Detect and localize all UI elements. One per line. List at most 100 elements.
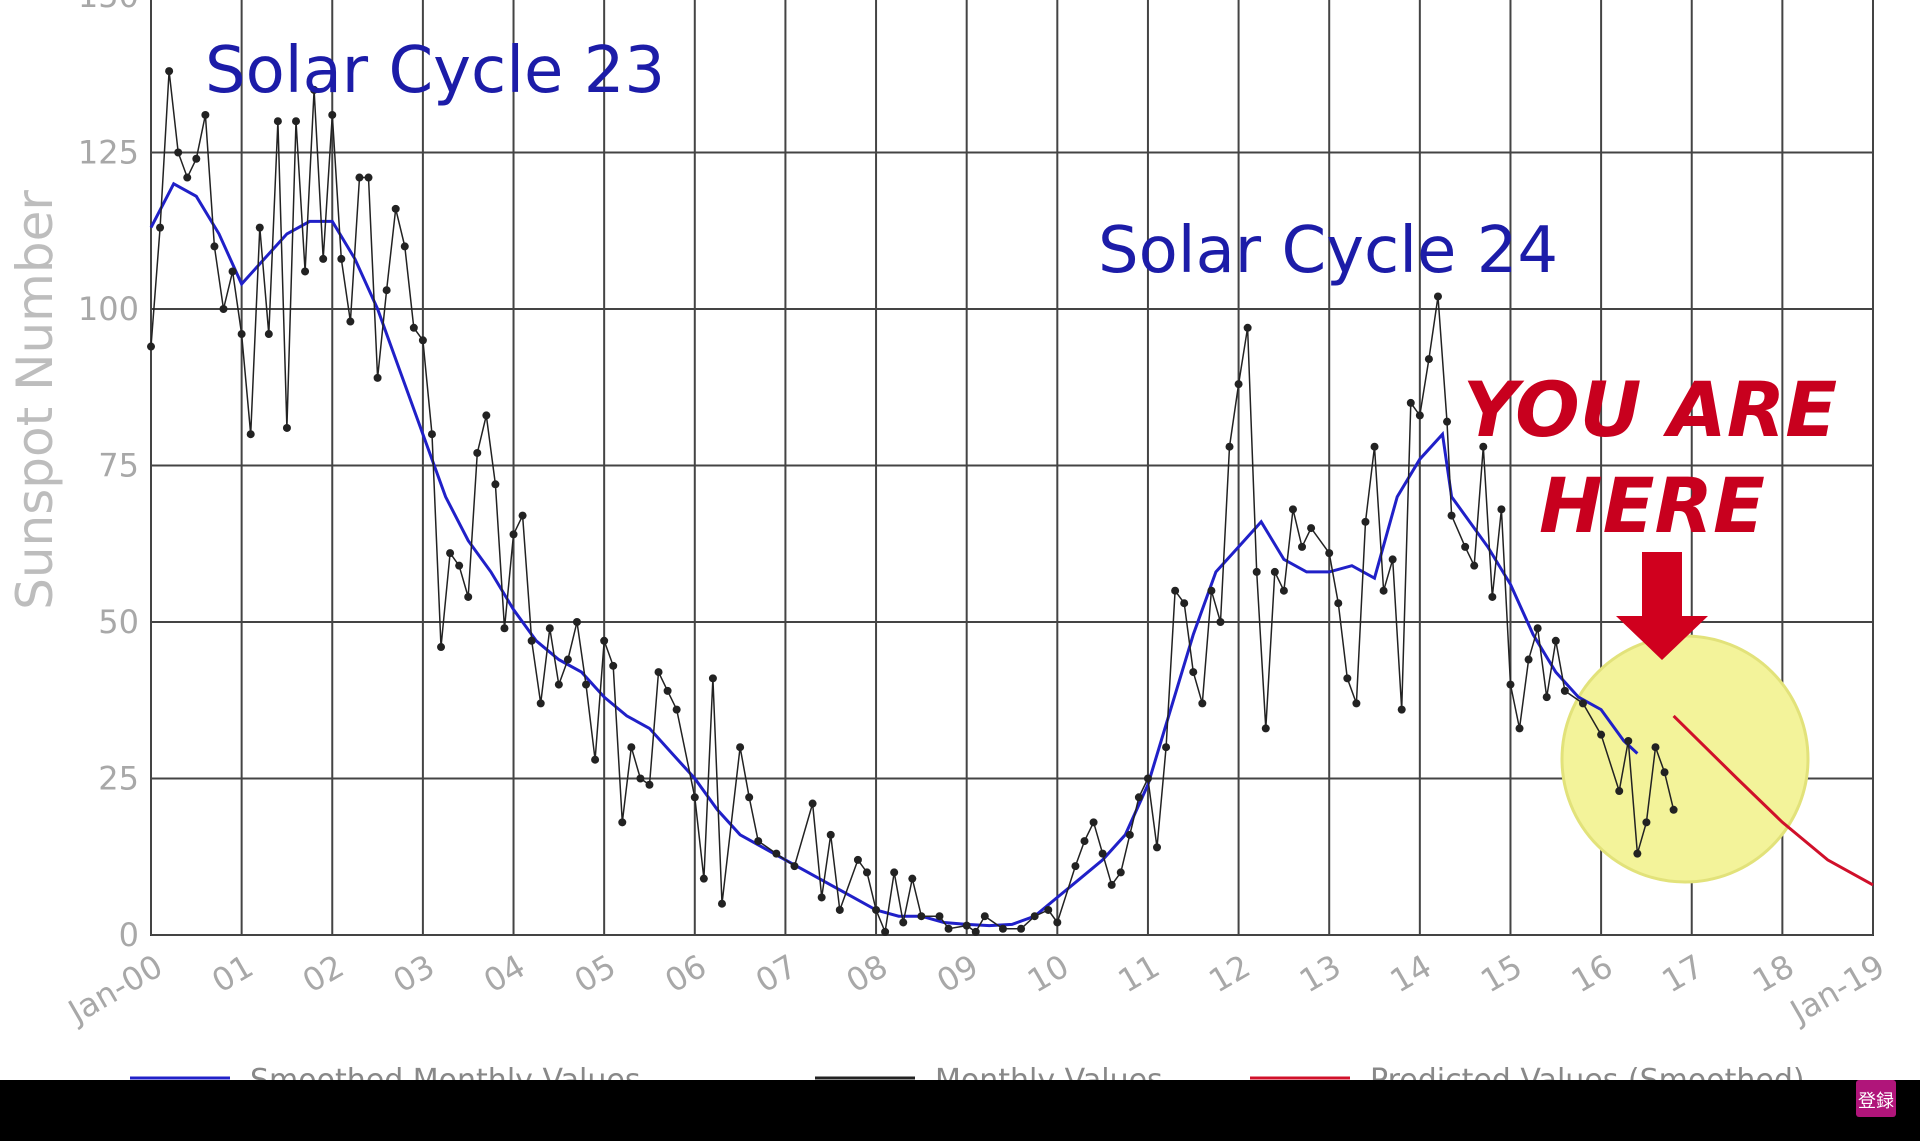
x-tick-label: 12 [1202, 947, 1256, 1000]
data-point [636, 774, 645, 783]
y-tick-label: 100 [78, 290, 139, 328]
x-tick-label: 15 [1474, 947, 1528, 1000]
data-point [364, 173, 373, 182]
x-tick-label: 17 [1655, 947, 1709, 1000]
data-point [645, 780, 654, 789]
data-point [1017, 924, 1026, 933]
data-point [554, 680, 563, 689]
data-point [455, 561, 464, 570]
data-point [292, 117, 301, 126]
y-tick-label: 25 [98, 760, 139, 798]
data-point [1406, 398, 1415, 407]
data-point [899, 918, 908, 927]
subscribe-label[interactable]: 登録 [1858, 1091, 1894, 1112]
data-point [1488, 592, 1497, 601]
y-tick-label: 50 [98, 603, 139, 641]
data-point [427, 430, 436, 439]
data-point [1098, 849, 1107, 858]
data-point [491, 480, 500, 489]
data-point [346, 317, 355, 326]
highlight-circle [1560, 634, 1810, 884]
x-tick-label: 09 [930, 947, 984, 1000]
arrow [1616, 552, 1708, 660]
data-point [872, 905, 881, 914]
data-point [1397, 705, 1406, 714]
data-point [654, 668, 663, 677]
data-point [1243, 323, 1252, 332]
data-point [1447, 511, 1456, 520]
data-point [319, 254, 328, 263]
x-tick-label: Jan-19 [1782, 947, 1891, 1032]
series-line [149, 181, 1639, 928]
data-point [962, 921, 971, 930]
data-point [1307, 524, 1316, 533]
data-point [1134, 793, 1143, 802]
data-point [1030, 912, 1039, 921]
data-point [908, 874, 917, 883]
data-point [1234, 380, 1243, 389]
data-point [699, 874, 708, 883]
data-point [1379, 586, 1388, 595]
data-point [1415, 411, 1424, 420]
data-point [808, 799, 817, 808]
x-tick-label: 02 [296, 947, 350, 1000]
data-point [473, 448, 482, 457]
data-point [228, 267, 237, 276]
y-tick-label: 0 [119, 916, 139, 954]
data-point [980, 912, 989, 921]
y-tick-label: 125 [78, 134, 139, 172]
data-point [890, 868, 899, 877]
y-axis-label: Sunspot Number [6, 190, 64, 610]
data-point [328, 110, 337, 119]
data-point [337, 254, 346, 263]
data-point [1225, 442, 1234, 451]
data-point [509, 530, 518, 539]
y-tick-label: 75 [98, 447, 139, 485]
annotation: HERE [1539, 461, 1765, 550]
data-point [382, 286, 391, 295]
data-point [1542, 693, 1551, 702]
x-tick-label: 04 [477, 947, 531, 1000]
data-point [1125, 830, 1134, 839]
subscribe-button[interactable] [1856, 1080, 1896, 1117]
data-point [663, 686, 672, 695]
x-tick-label: 07 [749, 947, 803, 1000]
data-point [1053, 918, 1062, 927]
data-point [1433, 292, 1442, 301]
x-tick-label: 11 [1112, 947, 1166, 1000]
data-point [1370, 442, 1379, 451]
data-point [1261, 724, 1270, 733]
data-point [572, 618, 581, 626]
data-point [201, 110, 210, 119]
x-tick-label: 10 [1021, 947, 1075, 1000]
data-point [1252, 567, 1261, 576]
data-point [563, 655, 572, 664]
data-point [1288, 505, 1297, 514]
data-point [1352, 699, 1361, 708]
series-line [1672, 714, 1874, 887]
data-point [917, 912, 926, 921]
data-point [1343, 674, 1352, 683]
data-point [282, 423, 291, 432]
data-point [518, 511, 527, 520]
x-tick-label: 16 [1565, 947, 1619, 1000]
data-point [174, 148, 183, 157]
marks [147, 67, 1874, 936]
data-point [1298, 542, 1307, 551]
data-point [301, 267, 310, 276]
data-point [1089, 818, 1098, 827]
data-point [1180, 599, 1189, 608]
data-point [754, 837, 763, 846]
annotation: YOU ARE [1463, 365, 1837, 454]
data-point [1198, 699, 1207, 708]
annotation: Solar Cycle 23 [205, 34, 665, 108]
data-point [1279, 586, 1288, 595]
data-point [310, 85, 319, 94]
data-point [446, 549, 455, 558]
data-point [147, 342, 155, 351]
data-point [1470, 561, 1479, 570]
data-point [1334, 599, 1343, 608]
data-point [1560, 686, 1569, 695]
data-point [1461, 542, 1470, 551]
data-point [1216, 618, 1225, 626]
